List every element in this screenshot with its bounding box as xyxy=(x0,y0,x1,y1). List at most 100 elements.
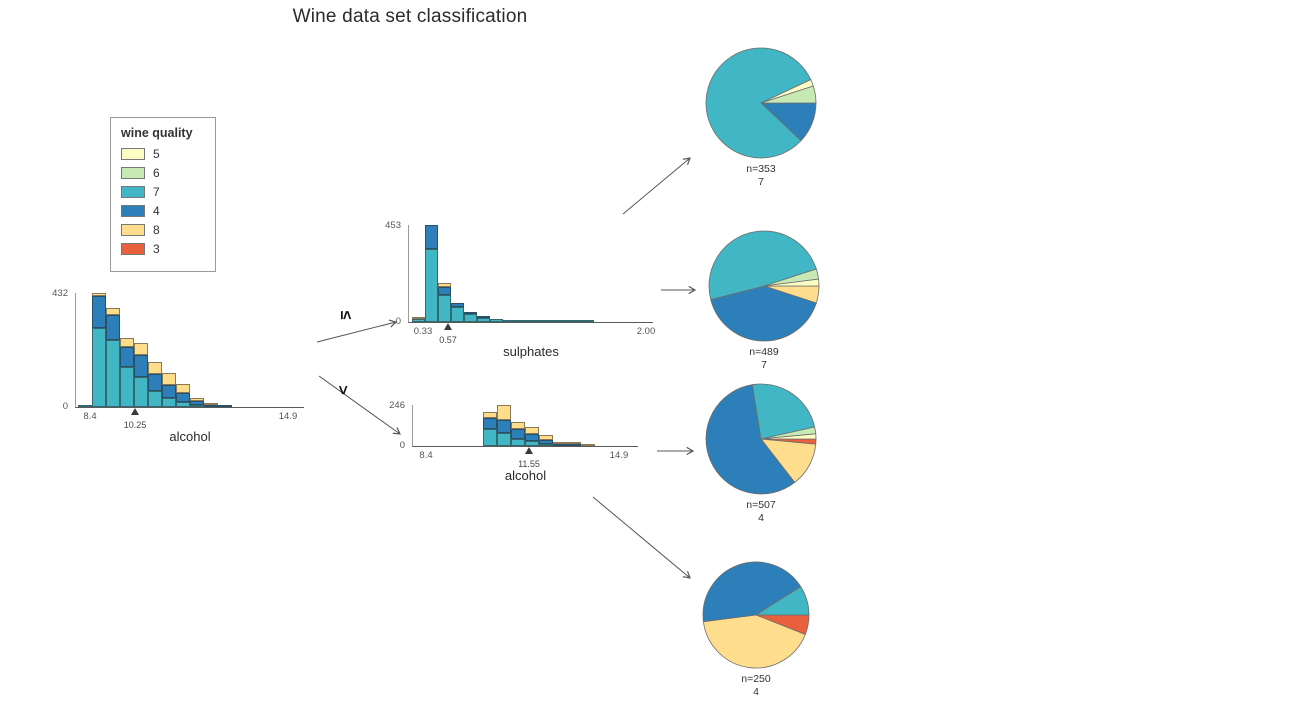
histogram-segment-class-8 xyxy=(539,435,553,440)
histogram-bar xyxy=(425,225,438,322)
y-zero-label: 0 xyxy=(62,401,68,412)
y-zero-label: 0 xyxy=(399,440,405,451)
histogram-bar xyxy=(511,422,525,446)
histogram-segment-class-8 xyxy=(162,372,176,385)
histogram-segment-class-7 xyxy=(451,307,464,322)
histogram-segment-class-4 xyxy=(438,287,451,295)
histogram-bar xyxy=(568,320,581,322)
pie-chart xyxy=(700,560,812,670)
edge-label-less-equal: ≤ xyxy=(337,310,354,320)
internal-node-histogram-sulphates: 453 0 0.33 2.00 0.57 sulphates xyxy=(385,220,655,359)
pie-sample-count: n=489 xyxy=(749,346,779,358)
pie-sample-count: n=250 xyxy=(741,673,771,685)
histogram-segment-class-4 xyxy=(162,384,176,399)
split-marker-icon xyxy=(525,447,533,454)
histogram-segment-class-7 xyxy=(525,441,539,446)
x-tick-label-max: 14.9 xyxy=(609,450,629,461)
histogram-segment-class-7 xyxy=(412,319,425,322)
pie-svg xyxy=(708,230,820,342)
internal-node-histogram-alcohol: 246 0 8.4 14.9 11.55 alcohol xyxy=(389,400,638,483)
histogram-segment-class-8 xyxy=(148,361,162,374)
axis-title: alcohol xyxy=(504,468,547,483)
legend-swatch-quality-5 xyxy=(121,148,145,160)
histogram-bar xyxy=(162,372,176,407)
histogram-segment-class-7 xyxy=(162,398,176,407)
histogram-segment-class-7 xyxy=(503,320,516,322)
x-tick-label-min: 8.4 xyxy=(419,450,433,461)
histogram-segment-class-8 xyxy=(567,442,581,444)
histogram-segment-class-8 xyxy=(438,283,451,288)
legend-item: 3 xyxy=(121,242,205,256)
histogram-segment-class-4 xyxy=(451,302,464,308)
root-node-histogram-alcohol: 432 0 8.4 14.9 10.25 alcohol xyxy=(52,288,304,444)
leaf-pie-2: n=489 7 xyxy=(705,229,823,372)
histogram-segment-class-7 xyxy=(542,320,555,322)
histogram-segment-class-4 xyxy=(190,400,204,405)
split-value-label: 0.57 xyxy=(439,335,457,345)
legend-label: 7 xyxy=(153,185,160,199)
axis-title: sulphates xyxy=(503,344,559,359)
edge-label-greater: > xyxy=(334,385,351,395)
x-tick-label-max: 2.00 xyxy=(636,326,656,337)
split-value-label: 10.25 xyxy=(123,420,147,430)
x-tick-label-min: 0.33 xyxy=(413,326,433,337)
legend-item: 8 xyxy=(121,223,205,237)
histogram-segment-class-7 xyxy=(438,294,451,322)
histogram-segment-class-4 xyxy=(553,444,567,446)
legend-swatch-quality-3 xyxy=(121,243,145,255)
legend-swatch-quality-8 xyxy=(121,224,145,236)
histogram-segment-class-8 xyxy=(92,293,106,296)
histogram-segment-class-7 xyxy=(555,320,568,322)
pie-chart xyxy=(702,382,820,496)
histogram-bar xyxy=(490,319,503,322)
pie-majority-class: 7 xyxy=(758,176,764,189)
histogram-segment-class-8 xyxy=(134,343,148,356)
legend-item: 6 xyxy=(121,166,205,180)
histogram-segment-class-7 xyxy=(106,339,120,407)
histogram-bar xyxy=(581,444,595,446)
histogram-segment-class-7 xyxy=(92,327,106,407)
histogram-bar xyxy=(477,315,490,322)
pie-sample-count: n=353 xyxy=(746,163,776,175)
histogram-segment-class-7 xyxy=(120,367,134,407)
histogram-segment-class-7 xyxy=(511,438,525,446)
edge-arrow-root-left xyxy=(316,319,398,343)
histogram-segment-class-8 xyxy=(511,422,525,430)
histogram-bar xyxy=(581,320,594,322)
pie-majority-class: 7 xyxy=(761,359,767,372)
histogram-segment-class-7 xyxy=(176,402,190,407)
histogram-segment-class-8 xyxy=(106,308,120,315)
pie-majority-class: 4 xyxy=(753,686,759,699)
histogram-bar xyxy=(438,283,451,322)
legend-title: wine quality xyxy=(121,126,193,140)
histogram-bar xyxy=(555,320,568,322)
axis-title: alcohol xyxy=(169,429,211,444)
histogram-segment-class-4 xyxy=(120,346,134,368)
leaf-pie-3: n=507 4 xyxy=(702,382,820,525)
histogram-segment-class-8 xyxy=(581,444,595,446)
histogram-bar xyxy=(525,427,539,446)
pie-slice-class-4 xyxy=(702,561,802,623)
histogram-segment-class-4 xyxy=(567,444,581,446)
histogram-plot xyxy=(409,225,653,322)
histogram-segment-class-4 xyxy=(511,429,525,439)
pie-chart xyxy=(705,229,823,343)
legend-label: 3 xyxy=(153,242,160,256)
histogram-segment-class-8 xyxy=(176,383,190,393)
histogram-segment-class-7 xyxy=(464,313,477,322)
pie-slice-class-7 xyxy=(751,383,816,440)
y-max-label: 453 xyxy=(385,220,401,231)
edge-arrow-alcohol2-right xyxy=(592,496,691,579)
pie-slice-class-6 xyxy=(760,85,817,104)
legend-swatch-quality-7 xyxy=(121,186,145,198)
pie-slice-class-7 xyxy=(708,230,817,301)
pie-svg xyxy=(705,383,817,495)
histogram-segment-class-7 xyxy=(539,444,553,446)
histogram-segment-class-4 xyxy=(176,392,190,403)
histogram-bar xyxy=(218,405,232,407)
histogram-segment-class-8 xyxy=(497,405,511,421)
split-value-label: 11.55 xyxy=(518,459,540,469)
histogram-segment-class-8 xyxy=(483,412,497,418)
pie-svg xyxy=(702,561,810,669)
